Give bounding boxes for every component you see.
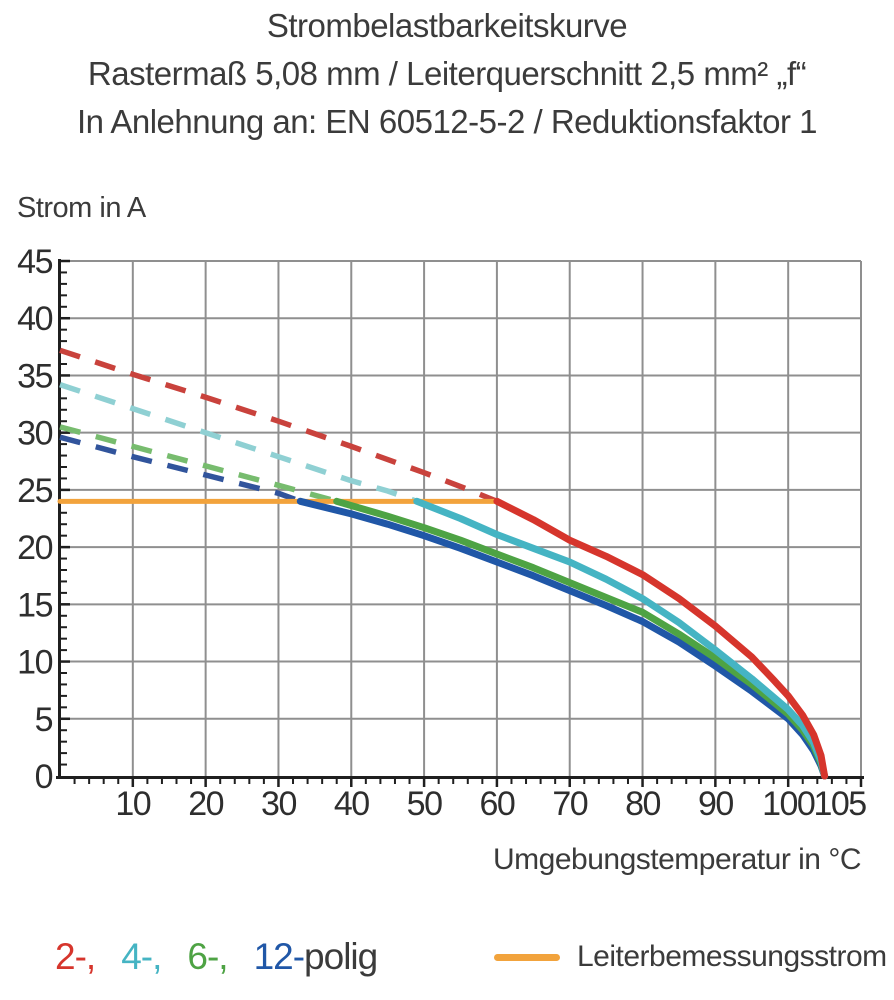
legend-pole-12: 12- [253, 936, 305, 977]
svg-text:90: 90 [698, 785, 733, 823]
chart-title-block: Strombelastbarkeitskurve Rastermaß 5,08 … [0, 2, 894, 146]
svg-text:30: 30 [261, 785, 296, 823]
rated-current-line-swatch [494, 953, 560, 961]
y-axis-title: Strom in A [17, 192, 146, 224]
svg-text:40: 40 [17, 300, 52, 338]
legend-poles: 2-, 4-, 6-, 12- polig [55, 936, 379, 978]
svg-text:80: 80 [625, 785, 660, 823]
svg-text:20: 20 [17, 529, 52, 567]
svg-text:50: 50 [407, 785, 442, 823]
svg-text:105: 105 [813, 785, 866, 823]
legend-pole-4: 4-, [121, 936, 162, 977]
legend-pole-6: 6-, [187, 936, 228, 977]
legend-pole-12-group: 12- polig [253, 936, 379, 978]
svg-text:60: 60 [479, 785, 514, 823]
svg-text:10: 10 [17, 644, 52, 682]
svg-text:35: 35 [17, 357, 52, 395]
svg-text:10: 10 [115, 785, 150, 823]
legend-poles-suffix: polig [304, 936, 378, 977]
svg-text:5: 5 [35, 701, 53, 739]
svg-text:0: 0 [35, 758, 53, 796]
x-axis-title: Umgebungstemperatur in °C [492, 843, 862, 876]
chart-subtitle-dimension: Rastermaß 5,08 mm / Leiterquerschnitt 2,… [87, 55, 807, 92]
chart-subtitle-standard: In Anlehnung an: EN 60512-5-2 / Reduktio… [76, 103, 818, 140]
svg-text:40: 40 [334, 785, 369, 823]
chart-title: Strombelastbarkeitskurve [266, 7, 628, 44]
svg-text:25: 25 [17, 472, 52, 510]
svg-text:70: 70 [552, 785, 587, 823]
rated-current-label: Leiterbemessungsstrom [577, 940, 887, 973]
svg-text:100: 100 [762, 785, 815, 823]
svg-text:30: 30 [17, 415, 52, 453]
legend-rated-current: Leiterbemessungsstrom [494, 940, 887, 974]
legend-pole-2: 2-, [55, 936, 96, 977]
svg-text:20: 20 [188, 785, 223, 823]
svg-text:15: 15 [17, 586, 52, 624]
svg-text:45: 45 [17, 243, 52, 281]
